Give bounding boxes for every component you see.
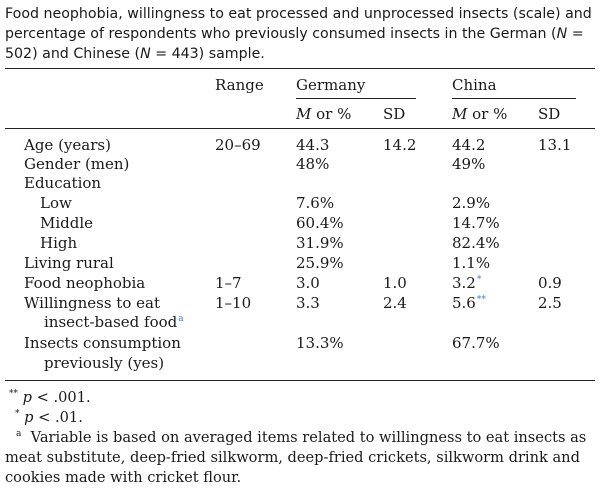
header-china: China bbox=[452, 76, 497, 94]
row-label-insects-consumption: Insects consumption bbox=[24, 334, 181, 352]
row-cn-m-high: 82.4% bbox=[452, 234, 500, 252]
header-cn-m: M or % bbox=[452, 105, 508, 123]
row-cn-sd-food-neophobia: 0.9 bbox=[538, 274, 562, 292]
row-cn-m-gender: 49% bbox=[452, 155, 486, 173]
row-range-food-neophobia: 1–7 bbox=[215, 274, 242, 292]
row-label-gender: Gender (men) bbox=[24, 155, 130, 173]
header-germany: Germany bbox=[296, 76, 366, 94]
row-de-sd-age: 14.2 bbox=[383, 136, 417, 154]
table-top-rule bbox=[5, 68, 595, 69]
row-de-sd-willingness: 2.4 bbox=[383, 294, 407, 312]
header-de-sd: SD bbox=[383, 105, 406, 123]
row-label-living-rural: Living rural bbox=[24, 254, 114, 272]
row-label-education: Education bbox=[24, 174, 102, 192]
row-label-high: High bbox=[40, 234, 78, 252]
table-bottom-rule bbox=[5, 380, 595, 381]
header-de-m: M or % bbox=[296, 105, 352, 123]
header-bottom-rule bbox=[5, 128, 595, 129]
footnote-p01: * p < .01. bbox=[15, 409, 83, 426]
header-range: Range bbox=[215, 76, 264, 94]
row-de-m-willingness: 3.3 bbox=[296, 294, 320, 312]
row-de-m-insects-consumption: 13.3% bbox=[296, 334, 344, 352]
row-label-food-neophobia: Food neophobia bbox=[24, 274, 146, 292]
germany-group-rule bbox=[296, 98, 416, 99]
significance-marker[interactable]: ** bbox=[476, 295, 486, 305]
row-cn-m-insects-consumption: 67.7% bbox=[452, 334, 500, 352]
footnote-p001: ** p < .001. bbox=[9, 389, 91, 406]
row-label-low: Low bbox=[40, 194, 72, 212]
row-cn-m-low: 2.9% bbox=[452, 194, 491, 212]
row-label-age: Age (years) bbox=[24, 136, 111, 154]
row-cn-m-food-neophobia: 3.2* bbox=[452, 274, 482, 292]
row-cn-m-willingness: 5.6** bbox=[452, 294, 486, 312]
row-de-m-gender: 48% bbox=[296, 155, 330, 173]
row-de-m-age: 44.3 bbox=[296, 136, 330, 154]
row-range-age: 20–69 bbox=[215, 136, 261, 154]
china-group-rule bbox=[452, 98, 576, 99]
row-cn-sd-willingness: 2.5 bbox=[538, 294, 562, 312]
row-de-sd-food-neophobia: 1.0 bbox=[383, 274, 407, 292]
row-label2-willingness: insect-based fooda bbox=[44, 313, 184, 331]
row-cn-m-middle: 14.7% bbox=[452, 214, 500, 232]
row-cn-m-living-rural: 1.1% bbox=[452, 254, 491, 272]
row-de-m-low: 7.6% bbox=[296, 194, 335, 212]
significance-marker[interactable]: * bbox=[476, 275, 482, 285]
row-de-m-food-neophobia: 3.0 bbox=[296, 274, 320, 292]
footnote-variable-note: a Variable is based on averaged items re… bbox=[5, 429, 587, 486]
row-de-m-high: 31.9% bbox=[296, 234, 344, 252]
row-cn-sd-age: 13.1 bbox=[538, 136, 572, 154]
row-de-m-middle: 60.4% bbox=[296, 214, 344, 232]
row-cn-m-age: 44.2 bbox=[452, 136, 486, 154]
header-cn-sd: SD bbox=[538, 105, 561, 123]
row-label2-insects-consumption: previously (yes) bbox=[44, 354, 165, 372]
footnote-marker[interactable]: a bbox=[178, 314, 184, 324]
row-label-willingness: Willingness to eat bbox=[24, 294, 160, 312]
table-caption: Food neophobia, willingness to eat proce… bbox=[5, 6, 592, 62]
row-label-middle: Middle bbox=[40, 214, 94, 232]
row-de-m-living-rural: 25.9% bbox=[296, 254, 344, 272]
row-range-willingness: 1–10 bbox=[215, 294, 252, 312]
